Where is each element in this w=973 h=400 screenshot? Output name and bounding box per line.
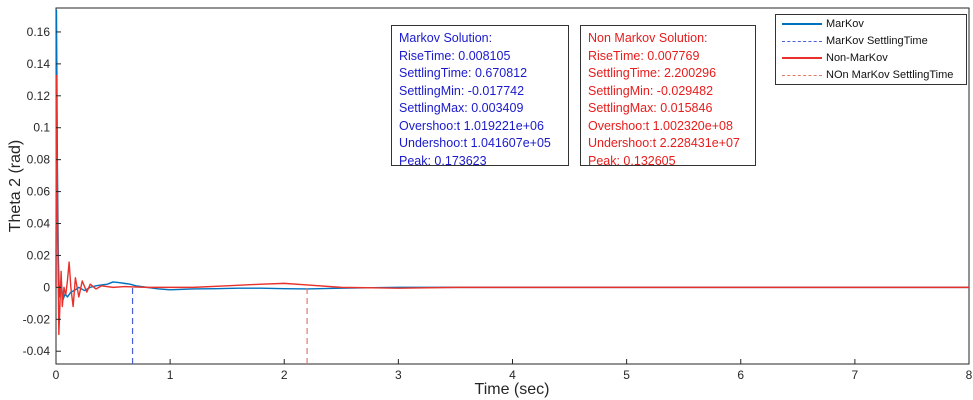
nonmarkov-overshoot: Overshoo:t 1.002320e+08: [588, 118, 733, 133]
x-tick-label: 2: [281, 368, 288, 382]
nonmarkov-stats-title: Non Markov Solution:: [588, 31, 708, 45]
markov-settling-time: SettlingTime: 0.670812: [399, 66, 528, 80]
nonmarkov-settling-max: SettlingMax: 0.015846: [588, 101, 713, 115]
chart-legend: MarKov MarKov SettlingTime Non-MarKov NO…: [775, 14, 967, 85]
y-tick-label: 0.16: [27, 25, 51, 39]
markov-rise-time: RiseTime: 0.008105: [399, 48, 511, 63]
nonmarkov-settling-time: SettlingTime: 2.200296: [588, 66, 717, 80]
legend-swatch-nonmarkov-settling: [782, 74, 822, 76]
markov-peak: Peak: 0.173623: [399, 153, 487, 168]
x-axis: 0 1 2 3 4 5 6 7 8: [53, 359, 973, 382]
legend-swatch-markov-settling: [782, 40, 822, 42]
legend-label-nonmarkov: Non-MarKov: [826, 52, 888, 64]
nonmarkov-settling-min: SettlingMin: -0.029482: [588, 83, 714, 98]
x-tick-label: 7: [852, 368, 859, 382]
x-tick-label: 0: [53, 368, 60, 382]
y-tick-label: -0.02: [23, 312, 51, 326]
nonmarkov-peak: Peak: 0.132605: [588, 153, 676, 168]
x-axis-label: Time (sec): [475, 381, 550, 398]
markov-settling-min: SettlingMin: -0.017742: [399, 83, 525, 98]
legend-swatch-markov: [782, 23, 822, 25]
nonmarkov-undershoot: Undershoo:t 2.228431e+07: [588, 136, 740, 150]
legend-item-markov-settling: MarKov SettlingTime: [782, 33, 928, 49]
y-tick-label: 0.08: [27, 153, 51, 167]
x-tick-label: 1: [167, 368, 174, 382]
y-tick-label: 0: [43, 280, 50, 294]
nonmarkov-stats-box: Non Markov Solution: RiseTime: 0.007769 …: [580, 25, 756, 168]
x-tick-label: 5: [623, 368, 630, 382]
legend-item-markov: MarKov: [782, 16, 864, 32]
markov-undershoot: Undershoo:t 1.041607e+05: [399, 136, 551, 150]
nonmarkov-rise-time: RiseTime: 0.007769: [588, 48, 700, 63]
series-layer: [55, 9, 969, 364]
x-tick-label: 4: [509, 368, 516, 382]
y-axis: -0.04 -0.02 0 0.02 0.04 0.06 0.08 0.1 0.12 0.14 0.…: [23, 25, 61, 358]
legend-label-nonmarkov-settling: NOn MarKov SettlingTime: [826, 69, 954, 81]
markov-overshoot: Overshoo:t 1.019221e+06: [399, 118, 544, 133]
markov-stats-title: Markov Solution:: [399, 31, 493, 45]
series-nonmarkov: [55, 74, 969, 336]
legend-item-nonmarkov-settling: NOn MarKov SettlingTime: [782, 67, 953, 83]
y-tick-label: 0.02: [27, 248, 51, 262]
y-axis-label: Theta 2 (rad): [7, 140, 24, 232]
legend-item-nonmarkov: Non-MarKov: [782, 50, 888, 66]
y-tick-label: 0.14: [27, 57, 51, 71]
legend-label-markov-settling: MarKov SettlingTime: [826, 35, 928, 47]
y-tick-label: -0.04: [23, 344, 51, 358]
legend-swatch-nonmarkov: [782, 57, 822, 59]
y-tick-label: 0.12: [27, 89, 51, 103]
y-tick-label: 0.04: [27, 217, 51, 231]
y-tick-label: 0.1: [33, 121, 50, 135]
y-tick-label: 0.06: [27, 185, 51, 199]
x-tick-label: 6: [737, 368, 744, 382]
legend-label-markov: MarKov: [826, 18, 864, 30]
x-tick-label: 3: [395, 368, 402, 382]
x-tick-label: 8: [966, 368, 973, 382]
markov-settling-max: SettlingMax: 0.003409: [399, 101, 524, 115]
markov-stats-box: Markov Solution: RiseTime: 0.008105 Sett…: [391, 25, 569, 168]
